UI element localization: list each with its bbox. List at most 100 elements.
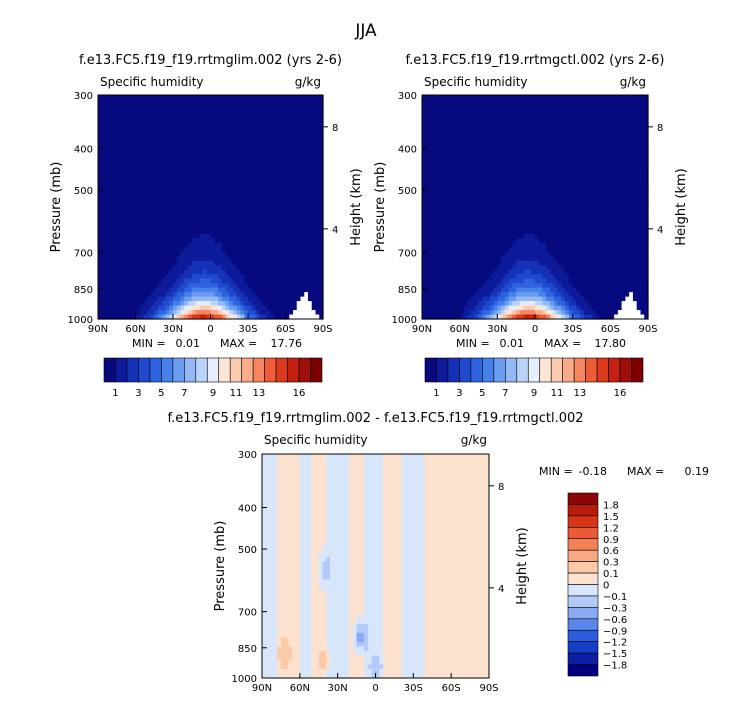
contour-cell (113, 211, 118, 217)
contour-cell (459, 157, 465, 163)
contour-cell (135, 269, 140, 275)
contour-cell (561, 126, 566, 132)
contour-cell (266, 207, 272, 213)
contour-cell (281, 166, 287, 172)
contour-cell (561, 242, 566, 248)
contour-cell (188, 184, 193, 190)
contour-cell (188, 301, 193, 307)
contour-cell (135, 260, 140, 266)
contour-cell (161, 310, 167, 316)
contour-cell (478, 144, 483, 150)
contour-cell (437, 99, 442, 105)
contour-cell (486, 220, 491, 226)
contour-cell (470, 121, 476, 127)
contour-cell (293, 265, 298, 271)
contour-cell (233, 224, 238, 230)
contour-cell (210, 215, 215, 222)
contour-cell (493, 189, 498, 195)
contour-cell (270, 292, 275, 298)
contour-cell (304, 189, 309, 195)
contour-cell (467, 184, 472, 190)
contour-cell (248, 130, 253, 136)
contour-cell (319, 310, 324, 316)
contour-cell (470, 130, 476, 136)
contour-cell (263, 242, 268, 248)
contour-cell (440, 305, 446, 311)
contour-cell (437, 117, 442, 123)
contour-cell (433, 247, 438, 253)
contour-cell (266, 296, 272, 302)
contour-cell (150, 184, 155, 190)
contour-cell (154, 130, 159, 136)
contour-cell (504, 256, 510, 262)
contour-cell (165, 305, 170, 311)
contour-cell (274, 95, 279, 101)
contour-cell (429, 108, 434, 114)
contour-cell (448, 305, 453, 311)
contour-cell (519, 256, 525, 262)
contour-cell (561, 180, 566, 186)
contour-cell (120, 202, 125, 208)
contour-cell (206, 175, 212, 181)
contour-cell (259, 202, 264, 208)
contour-cell (470, 242, 476, 248)
contour-cell (512, 215, 517, 222)
contour-cell (444, 233, 449, 239)
contour-cell (459, 207, 465, 213)
contour-cell (281, 153, 287, 159)
contour-cell (131, 283, 137, 289)
contour-cell (300, 229, 305, 235)
contour-cell (124, 283, 129, 289)
contour-cell (293, 274, 298, 280)
contour-cell (281, 229, 287, 235)
contour-cell (508, 95, 513, 101)
contour-cell (557, 95, 562, 101)
contour-cell (293, 229, 298, 235)
contour-cell (255, 95, 260, 101)
contour-cell (470, 153, 476, 159)
contour-cell (561, 215, 566, 222)
contour-cell (546, 269, 551, 275)
contour-cell (229, 180, 234, 186)
contour-cell (109, 242, 114, 248)
contour-cell (176, 260, 182, 266)
contour-cell (546, 135, 551, 141)
contour-cell (146, 157, 152, 163)
contour-cell (244, 126, 249, 132)
contour-cell (131, 112, 137, 118)
contour-cell (150, 215, 155, 222)
contour-cell (304, 202, 309, 208)
contour-cell (128, 171, 133, 177)
contour-cell (113, 171, 118, 177)
contour-cell (486, 130, 491, 136)
contour-cell (293, 211, 298, 217)
contour-cell (504, 260, 510, 266)
contour-cell (535, 166, 540, 172)
contour-cell (191, 296, 197, 302)
contour-cell (512, 103, 517, 110)
contour-cell (251, 247, 257, 253)
contour-cell (289, 256, 294, 262)
contour-cell (263, 193, 268, 199)
colorbar-swatch (115, 357, 128, 383)
contour-cell (300, 274, 305, 280)
contour-cell (240, 130, 245, 136)
contour-cell (561, 274, 566, 280)
contour-cell (195, 148, 200, 154)
contour-cell (270, 171, 275, 177)
contour-cell (281, 189, 287, 195)
contour-cell (422, 180, 427, 186)
contour-cell (486, 189, 491, 195)
contour-cell (300, 207, 305, 213)
contour-cell (493, 292, 498, 298)
contour-cell (516, 117, 521, 123)
contour-cell (452, 103, 457, 110)
contour-cell (470, 139, 476, 145)
contour-cell (433, 301, 438, 307)
contour-cell (116, 229, 122, 235)
contour-cell (474, 242, 480, 248)
contour-cell (278, 238, 283, 244)
contour-cell (474, 153, 480, 159)
contour-cell (531, 233, 536, 239)
contour-cell (538, 148, 544, 154)
